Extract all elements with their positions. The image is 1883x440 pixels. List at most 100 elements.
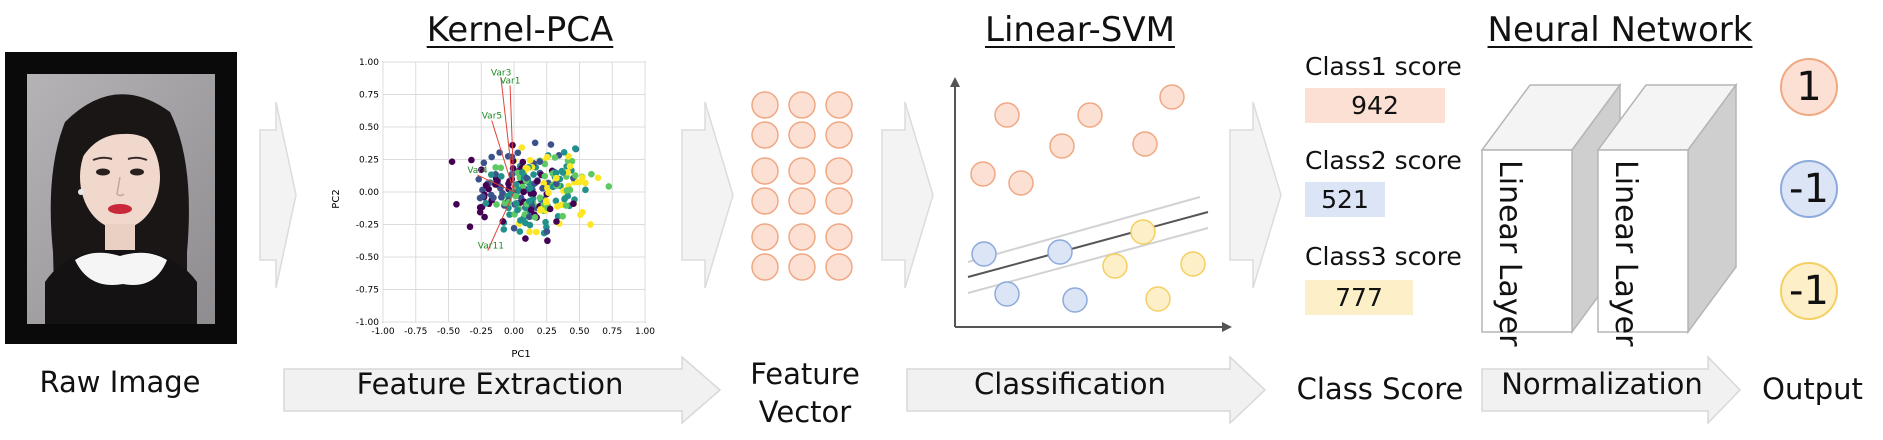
pca-point	[546, 205, 554, 213]
feature-node	[788, 253, 816, 281]
feature-node	[751, 187, 779, 215]
classification-arrow	[906, 355, 1267, 425]
pca-point	[544, 237, 551, 245]
pca-loading-vector	[491, 120, 515, 193]
pca-y-tick-label: -0.75	[356, 286, 379, 296]
pca-point	[571, 172, 579, 179]
output-circle-2: -1	[1780, 160, 1838, 218]
pca-point	[582, 186, 589, 194]
pca-point	[539, 185, 546, 192]
pca-point	[478, 166, 485, 174]
svm-class1-point	[1132, 131, 1158, 157]
pca-x-axis-label: PC1	[511, 349, 530, 360]
pca-x-tick-label: -0.75	[404, 327, 427, 337]
normalization-arrow	[1481, 355, 1742, 425]
pca-x-tick-label: -1.00	[371, 327, 395, 337]
pca-point	[498, 193, 505, 201]
svm-class2-point	[994, 281, 1020, 307]
pca-point	[541, 172, 549, 180]
pca-point	[530, 190, 537, 197]
pca-point	[516, 228, 524, 235]
svm-class1-point	[1049, 133, 1075, 159]
pca-vector-label: Var3	[491, 69, 511, 79]
pca-vector-label: Var5	[482, 112, 502, 122]
pca-point	[488, 153, 495, 161]
pca-point	[476, 208, 484, 216]
normalization-label: Normalization	[1501, 367, 1703, 401]
pca-point	[475, 176, 483, 183]
pca-point	[532, 228, 540, 236]
classification-label: Classification	[974, 367, 1166, 401]
pca-point	[481, 213, 488, 221]
pca-point	[526, 213, 533, 221]
pca-point	[468, 156, 475, 164]
pca-point	[541, 160, 549, 168]
linear-layer-2-label: Linear Layer	[1608, 160, 1643, 347]
class2-score-label: Class2 score	[1305, 146, 1462, 175]
pca-point	[512, 192, 520, 200]
feature-node	[825, 223, 853, 251]
pca-point	[605, 183, 613, 190]
pca-loading-vector	[487, 191, 515, 251]
pca-point	[448, 158, 456, 165]
svm-class2-point	[1047, 239, 1073, 265]
pca-point	[588, 170, 595, 178]
kernel-pca-title: Kernel-PCA	[426, 10, 614, 50]
pca-point	[547, 141, 555, 148]
pca-point	[536, 206, 544, 214]
feature-node	[825, 253, 853, 281]
pca-point	[536, 194, 544, 201]
linear-svm-title: Linear-SVM	[985, 10, 1175, 50]
feature-node	[788, 187, 816, 215]
svm-class2-point	[971, 241, 997, 267]
feature-node	[788, 157, 816, 185]
pca-point	[594, 174, 602, 182]
pca-y-tick-label: 1.00	[359, 58, 379, 68]
linear-layer-1-label: Linear Layer	[1492, 160, 1527, 347]
pca-point	[564, 168, 572, 176]
pca-x-tick-label: 0.00	[504, 327, 524, 337]
pca-y-axis-label: PC2	[331, 189, 342, 208]
pca-point	[526, 221, 534, 229]
svm-class3-point	[1145, 286, 1171, 312]
feature-vector-caption: Feature Vector	[735, 355, 875, 431]
pca-x-tick-label: -0.50	[437, 327, 461, 337]
pca-loading-vector	[509, 85, 515, 193]
pca-point	[570, 200, 577, 207]
pca-point	[500, 226, 508, 233]
feature-node	[788, 223, 816, 251]
pca-point	[526, 228, 533, 236]
pca-point	[579, 208, 586, 216]
pca-point	[514, 149, 522, 157]
pca-vector-label: Var11	[478, 242, 504, 252]
svm-class3-point	[1102, 253, 1128, 279]
svm-plot	[950, 77, 1232, 332]
feature-vector-caption-line1: Feature	[750, 357, 860, 391]
svm-class1-point	[1077, 102, 1103, 128]
class1-score-value: 942	[1305, 88, 1445, 123]
pca-point	[531, 214, 539, 221]
arrow-icon	[881, 101, 934, 289]
pca-point	[514, 206, 521, 214]
pca-point	[505, 180, 512, 188]
raw-image-caption: Raw Image	[39, 365, 201, 399]
pca-point	[523, 174, 530, 182]
pca-point	[497, 164, 505, 172]
svm-class1-point	[970, 161, 996, 187]
feature-vector-caption-line2: Vector	[758, 395, 852, 429]
pca-point	[562, 202, 570, 209]
feature-node	[825, 187, 853, 215]
pca-point	[545, 189, 552, 196]
pca-point	[526, 156, 534, 164]
svm-margin-line-upper	[967, 196, 1201, 263]
pca-vector-label: Var1	[500, 76, 520, 86]
pca-point	[542, 218, 549, 226]
pca-y-tick-label: -0.50	[356, 253, 380, 263]
pca-point	[493, 201, 500, 208]
pca-point	[530, 171, 537, 178]
pca-point	[561, 195, 568, 203]
pca-point	[518, 144, 526, 151]
pca-loading-vector	[500, 77, 515, 193]
arrow-icon	[259, 101, 297, 289]
